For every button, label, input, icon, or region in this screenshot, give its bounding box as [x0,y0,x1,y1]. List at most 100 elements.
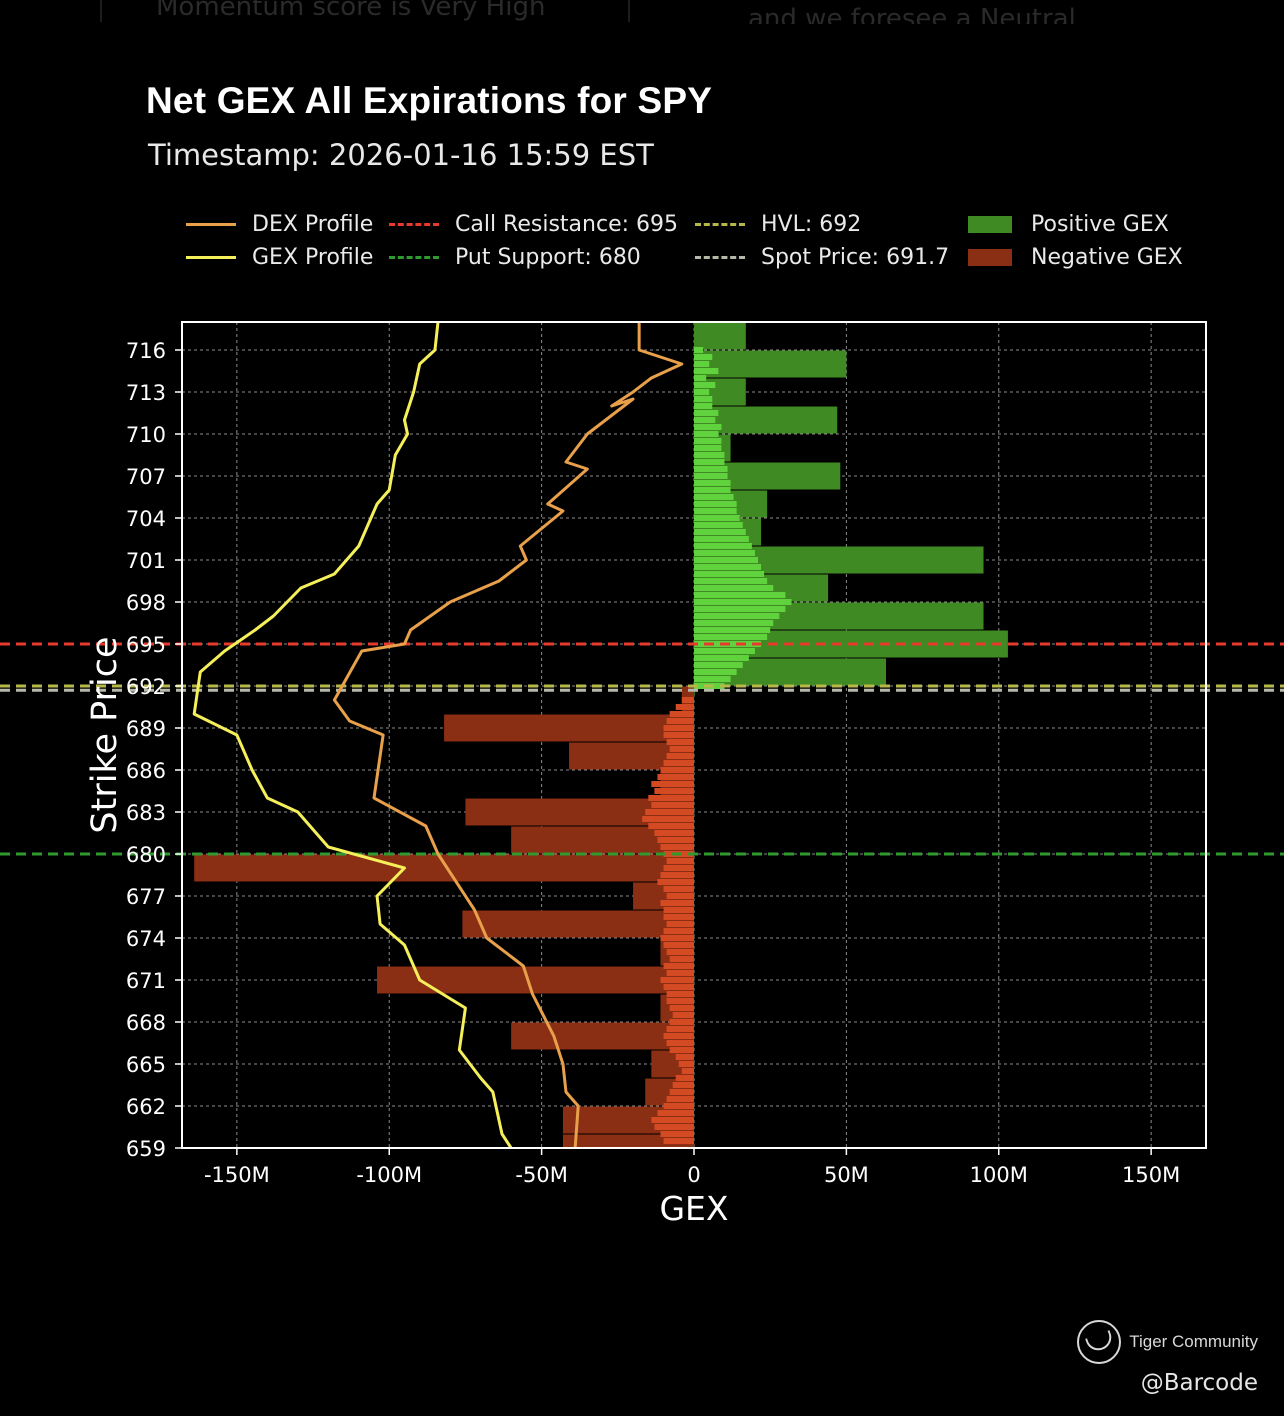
gex-bar-near [694,613,780,619]
x-tick-label: 50M [824,1163,869,1187]
gex-bar-near [663,732,694,738]
legend-dex-profile: DEX Profile [186,212,373,237]
y-tick-label: 710 [126,423,166,447]
gex-bar-near [651,1117,694,1123]
dex-profile-line [332,322,684,1148]
gex-bar-near [669,1019,694,1025]
gex-bar-near [675,1075,694,1081]
gex-bar-near [694,431,719,437]
gex-bar-near [694,585,774,591]
gex-bar-near [694,452,725,458]
background-divider-left [100,0,102,22]
x-tick-label: 150M [1122,1163,1180,1187]
gex-bar-near [694,368,719,374]
gex-bar-near [694,627,771,633]
gex-bar-near [694,459,725,465]
gex-bar-near [663,865,694,871]
gex-bar-near [694,466,728,472]
gex-bar-near [663,928,694,934]
gex-bar-near [663,984,694,990]
legend-positive-swatch [968,216,1012,233]
gex-bar-near [681,697,694,703]
y-tick-label: 674 [126,927,166,951]
y-tick-label: 701 [126,549,166,573]
legend-hvl-swatch [695,223,745,226]
y-tick-label: 680 [126,843,166,867]
gex-bar-near [694,382,716,388]
y-tick-label: 692 [126,675,166,699]
gex-bar-near [666,739,694,745]
y-tick-label: 665 [126,1053,166,1077]
y-tick-label: 698 [126,591,166,615]
watermark-handle: @Barcode [1140,1370,1258,1396]
gex-bar-near [666,718,694,724]
x-axis-label: GEX [659,1189,728,1228]
gex-bar-near [694,375,707,381]
y-tick-label: 689 [126,717,166,741]
gex-bar-near [666,921,694,927]
gex-bar-near [642,816,694,822]
x-tick-label: -100M [356,1163,422,1187]
gex-bar-near [663,914,694,920]
y-tick-label: 662 [126,1095,166,1119]
gex-bar-near [663,963,694,969]
gex-bar-near [669,746,694,752]
gex-bar-near [648,823,694,829]
gex-bar-near [694,606,786,612]
gex-bar-near [666,753,694,759]
gex-bar-all [444,714,694,742]
gex-bar-near [666,893,694,899]
legend-call-resistance: Call Resistance: 695 [389,212,678,237]
background-article-text-right: and we foresee a Neutral [748,4,1076,24]
gex-bar-near [694,410,719,416]
x-tick-label: -150M [204,1163,270,1187]
legend-positive-label: Positive GEX [1031,212,1169,237]
y-tick-label: 659 [126,1137,166,1161]
gex-bar-all [462,910,694,938]
gex-bar-near [672,1012,694,1018]
gex-bar-near [660,767,694,773]
legend-call-resistance-label: Call Resistance: 695 [455,212,679,237]
gex-bar-near [666,970,694,976]
gex-bar-near [694,354,713,360]
outer-gex-bars [194,322,1008,1148]
gex-bar-near [694,445,722,451]
gex-bar-near [660,935,694,941]
gex-bar-near [663,886,694,892]
gex-bar-near [663,942,694,948]
gex-bar-near [663,725,694,731]
gex-bar-near [694,403,713,409]
gex-bar-near [654,788,694,794]
gex-bar-near [694,578,768,584]
legend-negative-label: Negative GEX [1031,245,1183,270]
gex-bar-near [694,648,755,654]
gex-bar-near [678,1061,694,1067]
gex-bar-near [694,599,792,605]
gex-bar-near [675,704,694,710]
gex-bar-near [694,396,713,402]
legend-hvl: HVL: 692 [695,212,861,237]
gex-bar-near [669,1047,694,1053]
profile-lines [192,322,684,1148]
gex-bar-near [694,361,710,367]
gex-bar-near [694,655,749,661]
gex-bar-near [694,487,731,493]
gex-bar-near [694,571,765,577]
gex-bar-near [660,844,694,850]
gex-bar-near [669,1089,694,1095]
legend-dex-swatch [186,223,236,226]
top-strip: Momentum score is Very High and we fores… [0,0,1284,24]
legend-dex-label: DEX Profile [252,212,374,237]
y-axis-label: Strike Price [85,636,125,833]
gex-bar-near [694,529,746,535]
gex-bar-near [657,774,694,780]
legend-negative-gex: Negative GEX [968,245,1183,270]
gex-bar-near [669,1005,694,1011]
gex-bar-near [660,1131,694,1137]
gex-bar-near [694,557,758,563]
legend-spot-price: Spot Price: 691.7 [695,245,949,270]
gex-bar-near [694,676,731,682]
x-axis-ticks: -150M -100M -50M 0 50M 100M 150M [204,1148,1180,1187]
gex-bar-near [663,1033,694,1039]
gex-bar-near [645,809,694,815]
